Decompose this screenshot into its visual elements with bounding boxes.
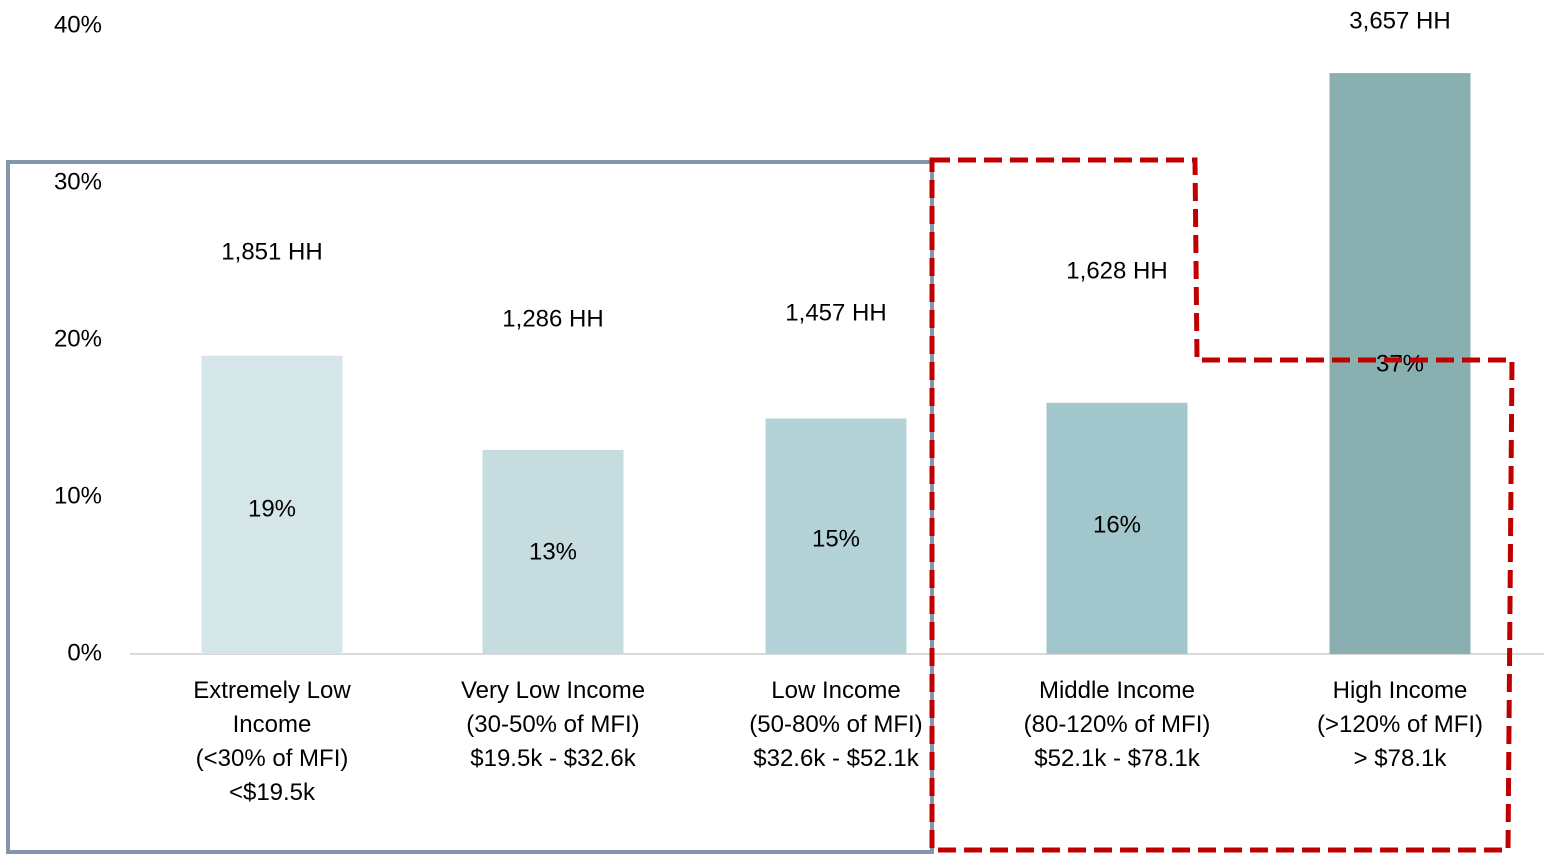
value-label: 13% [529,538,577,565]
household-label: 1,851 HH [221,238,322,265]
x-tick-label: Very Low Income (30-50% of MFI) $19.5k -… [460,677,646,772]
value-label: 15% [812,525,860,552]
bar [1329,73,1471,655]
household-label: 1,286 HH [502,305,603,332]
household-label: 1,628 HH [1066,257,1167,284]
bar [1046,402,1188,654]
x-tick-label: High Income (>120% of MFI) > $78.1k [1316,677,1484,772]
group-outline-dashed [929,157,1515,853]
y-tick-label: 20% [54,325,102,352]
y-tick-label: 0% [67,639,102,666]
y-tick-label: 30% [54,168,102,195]
x-tick-label: Middle Income (80-120% of MFI) $52.1k - … [1023,677,1211,772]
bar [482,449,624,654]
y-tick-label: 10% [54,482,102,509]
x-tick-label: Extremely Low Income (<30% of MFI) <$19.… [193,677,351,806]
value-label: 19% [248,495,296,522]
y-tick-label: 40% [54,11,102,38]
bar [201,355,343,654]
value-label: 37% [1376,350,1424,377]
household-label: 1,457 HH [785,299,886,326]
value-label: 16% [1093,511,1141,538]
x-tick-label: Low Income (50-80% of MFI) $32.6k - $52.… [749,677,923,772]
household-label: 3,657 HH [1349,7,1450,34]
bar [765,418,907,654]
